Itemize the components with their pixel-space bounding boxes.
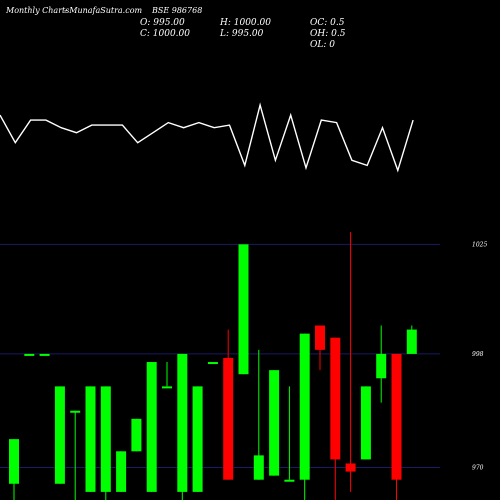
candle-body — [116, 451, 127, 492]
candle-8 — [131, 418, 142, 452]
grid-layer — [0, 243, 440, 469]
symbol-label: BSE 986768 — [152, 6, 203, 15]
volume-line — [0, 102, 414, 173]
candle-layer — [9, 232, 417, 500]
candle-body — [39, 353, 50, 356]
candle-22 — [345, 232, 356, 492]
candle-body — [391, 353, 402, 480]
volume-layer — [0, 102, 414, 173]
candle-25 — [391, 353, 402, 500]
candle-9 — [146, 362, 157, 492]
candle-13 — [207, 362, 218, 365]
oh-value: OH: 0.5 — [310, 29, 346, 39]
axis-layer: 1025 998 970 — [472, 241, 487, 471]
candle-15 — [238, 244, 249, 375]
candle-body — [9, 439, 19, 484]
candle-3 — [54, 386, 65, 484]
candle-body — [238, 244, 249, 375]
candle-body — [315, 325, 325, 350]
candle-body — [376, 353, 387, 379]
candle-body — [177, 353, 188, 492]
high-value: H: 1000.00 — [220, 18, 271, 28]
candle-12 — [192, 386, 203, 492]
candle-body — [146, 362, 157, 492]
candle-body — [360, 386, 371, 460]
candle-body — [162, 386, 172, 389]
open-value: O: 995.00 — [140, 18, 185, 28]
candle-body — [24, 353, 35, 356]
candle-body — [207, 362, 218, 365]
price-tick-label: 970 — [472, 465, 484, 472]
candle-6 — [100, 386, 111, 500]
candle-21 — [330, 337, 341, 500]
candle-10 — [162, 362, 172, 389]
candle-body — [192, 386, 203, 492]
site-label: - MunafaSutra.com — [64, 6, 143, 15]
candle-body — [269, 370, 280, 476]
candle-body — [223, 357, 234, 480]
candle-body — [345, 463, 356, 472]
candle-18 — [284, 386, 295, 482]
candle-body — [131, 418, 142, 452]
candle-body — [70, 410, 81, 413]
brand-label: Monthly Charts — [6, 6, 70, 15]
candle-4 — [70, 410, 81, 500]
candle-body — [100, 386, 111, 492]
candle-23 — [360, 386, 371, 460]
candle-1 — [24, 353, 35, 356]
price-tick-label: 1025 — [472, 241, 487, 248]
close-value: C: 1000.00 — [140, 29, 190, 39]
candle-24 — [376, 325, 387, 403]
candle-19 — [299, 333, 310, 500]
candle-7 — [116, 451, 127, 492]
candle-14 — [223, 329, 234, 480]
candle-2 — [39, 353, 50, 356]
candle-body — [253, 455, 264, 480]
price-tick-label: 998 — [472, 351, 484, 358]
candle-body — [330, 337, 341, 460]
candle-body — [85, 386, 96, 492]
candle-11 — [177, 353, 188, 500]
low-value: L: 995.00 — [220, 29, 264, 39]
candle-body — [406, 329, 417, 354]
candle-body — [54, 386, 65, 484]
candle-26 — [406, 325, 417, 354]
candle-body — [299, 333, 310, 480]
ol-value: OL: 0 — [310, 40, 335, 50]
candle-16 — [253, 349, 264, 480]
candle-0 — [9, 439, 19, 500]
oc-value: OC: 0.5 — [310, 18, 345, 28]
candle-body — [284, 479, 295, 482]
candle-17 — [269, 370, 280, 476]
candle-5 — [85, 386, 96, 492]
candle-20 — [315, 325, 325, 371]
